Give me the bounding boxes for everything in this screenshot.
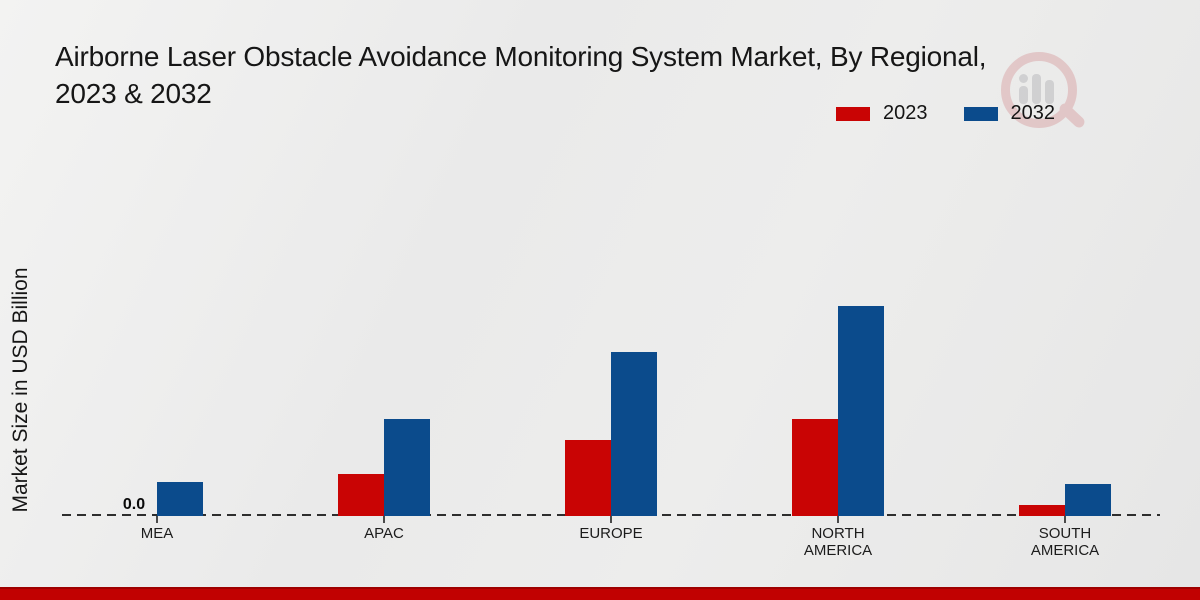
bar-2032-south-america bbox=[1065, 484, 1111, 516]
x-axis-tick bbox=[383, 516, 385, 523]
bar-2023-europe bbox=[565, 440, 611, 516]
legend-item-2023: 2023 bbox=[836, 102, 928, 125]
bar-2032-north-america bbox=[838, 306, 884, 516]
x-axis-tick bbox=[156, 516, 158, 523]
category-label: APAC bbox=[364, 525, 404, 542]
bar-2032-europe bbox=[611, 352, 657, 516]
bottom-red-banner bbox=[0, 587, 1200, 600]
legend-label: 2023 bbox=[883, 102, 928, 124]
watermark-bar bbox=[1032, 74, 1041, 104]
category-label: EUROPE bbox=[579, 525, 643, 542]
x-axis-tick bbox=[1064, 516, 1066, 523]
watermark-dot bbox=[1019, 74, 1028, 83]
legend: 2023 2032 bbox=[836, 102, 1055, 125]
legend-label: 2032 bbox=[1010, 102, 1056, 124]
magnifier-bar-chart-logo-icon bbox=[995, 48, 1095, 140]
bar-2023-south-america bbox=[1019, 505, 1065, 516]
bar-value-label: 0.0 bbox=[122, 496, 146, 513]
x-axis-tick bbox=[610, 516, 612, 523]
bar-2023-apac bbox=[338, 474, 384, 516]
legend-swatch-icon bbox=[836, 106, 870, 121]
chart-title: Airborne Laser Obstacle Avoidance Monito… bbox=[55, 38, 1185, 112]
legend-swatch-icon bbox=[963, 106, 998, 121]
bar-2023-north-america bbox=[792, 419, 838, 516]
x-axis-tick bbox=[837, 516, 839, 523]
legend-item-2032: 2032 bbox=[963, 102, 1056, 125]
watermark-bar bbox=[1045, 80, 1054, 104]
category-label: NORTH AMERICA bbox=[803, 525, 873, 559]
bar-2032-mea bbox=[157, 482, 203, 516]
bar-2032-apac bbox=[384, 419, 430, 516]
category-label: MEA bbox=[140, 525, 174, 542]
chart-title-line1: Airborne Laser Obstacle Avoidance Monito… bbox=[55, 41, 987, 72]
category-label: SOUTH AMERICA bbox=[1030, 525, 1100, 559]
watermark-ring bbox=[1001, 52, 1077, 128]
watermark-bar bbox=[1019, 86, 1028, 104]
chart-title-line2: 2023 & 2032 bbox=[55, 78, 212, 109]
